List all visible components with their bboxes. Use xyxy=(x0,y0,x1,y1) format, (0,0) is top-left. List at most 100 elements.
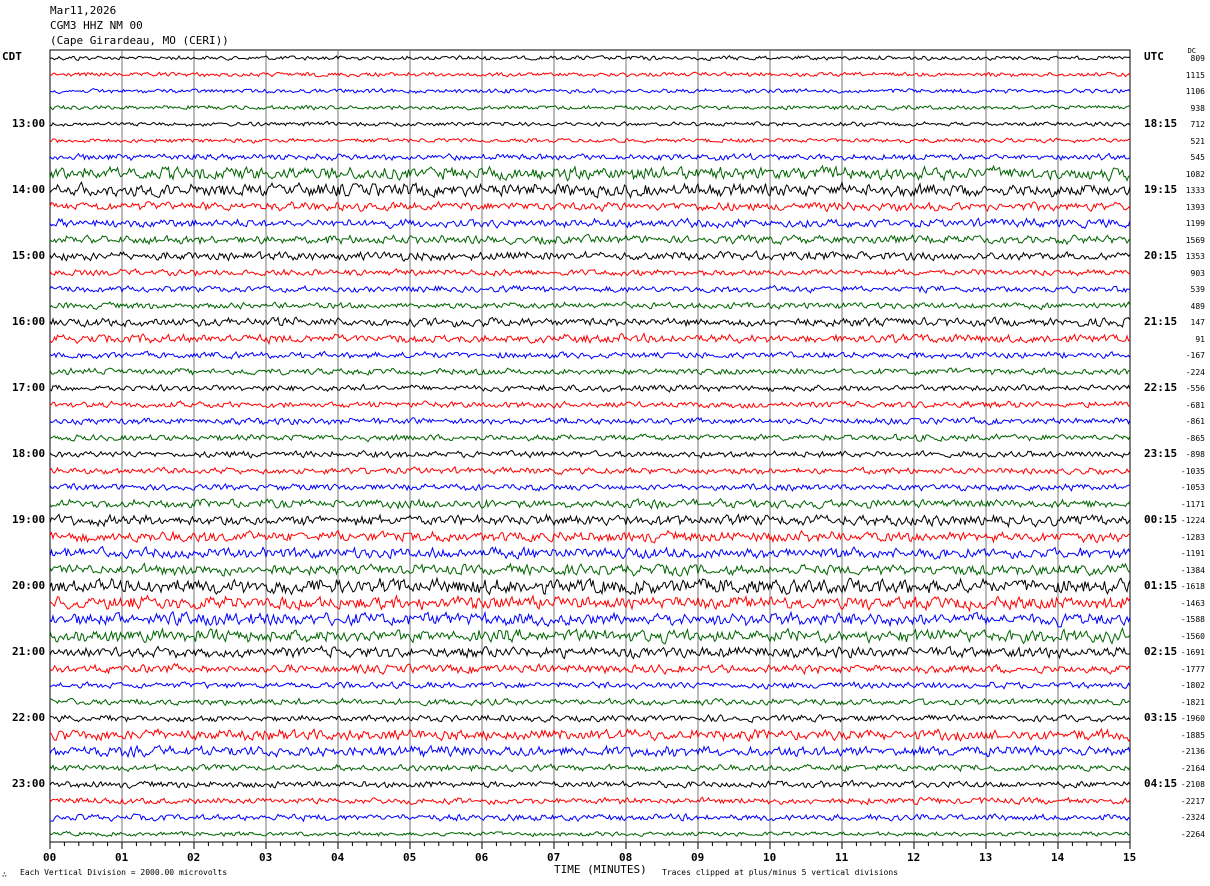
x-tick-label: 09 xyxy=(691,851,704,864)
dc-offset-label: -1802 xyxy=(1165,681,1205,690)
dc-offset-label: -1821 xyxy=(1165,698,1205,707)
seismic-trace xyxy=(50,646,1130,658)
dc-offset-label: -1618 xyxy=(1165,582,1205,591)
dc-offset-label: -1053 xyxy=(1165,483,1205,492)
seismic-trace xyxy=(50,612,1130,627)
dc-offset-label: 539 xyxy=(1165,285,1205,294)
cdt-time-label: 15:00 xyxy=(12,249,45,262)
dc-offset-label: 1333 xyxy=(1165,186,1205,195)
plot-frame xyxy=(50,50,1130,842)
cdt-time-label: 22:00 xyxy=(12,711,45,724)
dc-offset-label: -1588 xyxy=(1165,615,1205,624)
dc-offset-label: 1106 xyxy=(1165,87,1205,96)
dc-offset-label: 545 xyxy=(1165,153,1205,162)
x-tick-label: 02 xyxy=(187,851,200,864)
cdt-time-label: 18:00 xyxy=(12,447,45,460)
seismic-trace xyxy=(50,515,1130,527)
cdt-time-label: 19:00 xyxy=(12,513,45,526)
dc-offset-label: -1283 xyxy=(1165,533,1205,542)
seismic-trace xyxy=(50,578,1130,594)
seismic-trace xyxy=(50,596,1130,611)
seismic-trace xyxy=(50,417,1130,425)
cdt-time-label: 21:00 xyxy=(12,645,45,658)
cdt-time-label: 20:00 xyxy=(12,579,45,592)
dc-offset-label: 938 xyxy=(1165,104,1205,113)
seismic-trace xyxy=(50,451,1130,458)
seismic-trace xyxy=(50,629,1130,644)
seismic-trace xyxy=(50,286,1130,293)
dc-offset-label: 147 xyxy=(1165,318,1205,327)
x-tick-label: 05 xyxy=(403,851,416,864)
seismic-trace xyxy=(50,746,1130,757)
seismic-trace xyxy=(50,138,1130,143)
x-tick-label: 04 xyxy=(331,851,344,864)
dc-offset-label: 1353 xyxy=(1165,252,1205,261)
seismic-trace xyxy=(50,122,1130,127)
x-tick-label: 13 xyxy=(979,851,992,864)
seismic-trace xyxy=(50,797,1130,805)
seismic-trace xyxy=(50,89,1130,94)
x-tick-label: 03 xyxy=(259,851,272,864)
x-tick-label: 14 xyxy=(1051,851,1064,864)
dc-offset-label: 903 xyxy=(1165,269,1205,278)
seismic-trace xyxy=(50,302,1130,310)
dc-offset-label: 1115 xyxy=(1165,71,1205,80)
dc-offset-label: 489 xyxy=(1165,302,1205,311)
seismic-trace xyxy=(50,699,1130,706)
seismic-trace xyxy=(50,467,1130,475)
seismic-trace xyxy=(50,434,1130,442)
seismic-trace xyxy=(50,682,1130,689)
corner-mark: ∴ xyxy=(2,870,7,879)
x-tick-label: 01 xyxy=(115,851,128,864)
x-tick-label: 12 xyxy=(907,851,920,864)
seismic-trace xyxy=(50,780,1130,788)
dc-offset-label: -861 xyxy=(1165,417,1205,426)
cdt-time-label: 16:00 xyxy=(12,315,45,328)
dc-offset-label: -1035 xyxy=(1165,467,1205,476)
clip-note: Traces clipped at plus/minus 5 vertical … xyxy=(662,868,898,877)
seismic-trace xyxy=(50,664,1130,675)
dc-offset-label: 809 xyxy=(1165,54,1205,63)
dc-offset-label: -1171 xyxy=(1165,500,1205,509)
dc-offset-label: -1560 xyxy=(1165,632,1205,641)
dc-offset-label: 91 xyxy=(1165,335,1205,344)
seismic-trace xyxy=(50,251,1130,261)
cdt-time-label: 23:00 xyxy=(12,777,45,790)
dc-offset-label: -1960 xyxy=(1165,714,1205,723)
dc-offset-label: -2324 xyxy=(1165,813,1205,822)
x-tick-label: 00 xyxy=(43,851,56,864)
seismic-trace xyxy=(50,831,1130,836)
dc-offset-label: -1463 xyxy=(1165,599,1205,608)
seismic-trace xyxy=(50,153,1130,160)
seismic-trace xyxy=(50,333,1130,343)
seismic-trace xyxy=(50,105,1130,110)
seismic-trace xyxy=(50,547,1130,559)
seismic-trace xyxy=(50,72,1130,77)
dc-offset-label: -1384 xyxy=(1165,566,1205,575)
dc-offset-label: 1082 xyxy=(1165,170,1205,179)
seismic-trace xyxy=(50,368,1130,375)
dc-offset-label: 521 xyxy=(1165,137,1205,146)
dc-offset-label: -1191 xyxy=(1165,549,1205,558)
seismic-trace xyxy=(50,351,1130,359)
seismic-trace xyxy=(50,564,1130,577)
x-tick-label: 10 xyxy=(763,851,776,864)
x-tick-label: 15 xyxy=(1123,851,1136,864)
dc-offset-label: 1199 xyxy=(1165,219,1205,228)
seismic-trace xyxy=(50,56,1130,61)
seismic-trace xyxy=(50,269,1130,276)
scale-note: Each Vertical Division = 2000.00 microvo… xyxy=(20,868,227,877)
dc-offset-label: -898 xyxy=(1165,450,1205,459)
seismic-trace xyxy=(50,317,1130,327)
x-tick-label: 11 xyxy=(835,851,848,864)
seismic-trace xyxy=(50,715,1130,723)
x-tick-label: 06 xyxy=(475,851,488,864)
dc-offset-label: 712 xyxy=(1165,120,1205,129)
seismic-trace xyxy=(50,499,1130,509)
cdt-time-label: 13:00 xyxy=(12,117,45,130)
dc-offset-label: -556 xyxy=(1165,384,1205,393)
seismic-trace xyxy=(50,401,1130,409)
seismic-trace xyxy=(50,182,1130,197)
